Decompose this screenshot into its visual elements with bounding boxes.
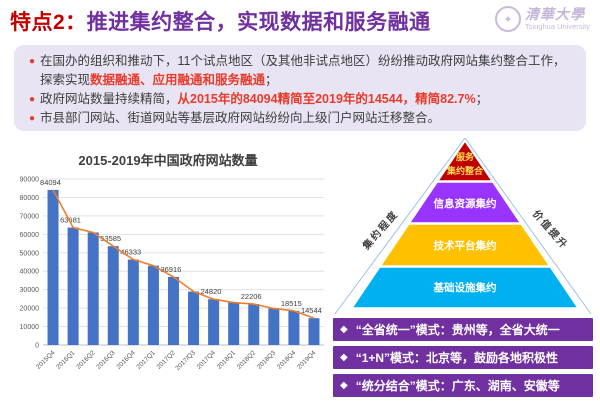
bar	[67, 227, 79, 345]
bullet-text: 在国办的组织和推动下，11个试点地区（及其他非试点地区）纷纷推动政府网站集约整合…	[40, 54, 566, 87]
chart-title: 2015-2019年中国政府网站数量	[78, 153, 258, 168]
pyramid-level-platform	[378, 223, 552, 267]
bar	[308, 318, 320, 345]
bar	[268, 308, 280, 345]
y-tick-label: 60000	[20, 232, 40, 239]
logo-name-en: Tsinghua University	[524, 22, 590, 32]
tsinghua-emblem-icon: ✦	[494, 6, 521, 32]
x-tick-label: 2017Q4	[196, 349, 218, 371]
data-label: 36916	[160, 265, 181, 274]
title-text: 推进集约整合，实现数据和服务融通	[86, 11, 431, 34]
data-label: 84094	[40, 178, 61, 187]
pyramid-edge-lines	[334, 138, 592, 315]
bar	[107, 246, 119, 345]
y-tick-label: 20000	[20, 306, 40, 313]
bar	[288, 310, 300, 345]
x-tick-label: 2017Q1	[135, 349, 157, 371]
y-tick-label: 50000	[20, 250, 40, 257]
pyramid-diagram: 服务 集约整合 信息资源集约 技术平台集约 基础设施集约 集约程度 价值提升	[334, 138, 592, 315]
trend-line	[52, 189, 315, 319]
bar	[228, 302, 240, 345]
mode-item-text: “1+N”模式：北京等，鼓励各地积极性	[355, 351, 559, 365]
mode-list: ◆ “全省统一”模式：贵州等，全省大统一 ◆ “1+N”模式：北京等，鼓励各地积…	[333, 318, 593, 397]
bullet-text: 市县部门网站、街道网站等基层政府网站纷纷向上级门户网站迁移整合。	[40, 110, 441, 125]
bar	[167, 276, 179, 345]
mode-item-combined: ◆ “统分结合”模式：广东、湖南、安徽等	[333, 374, 593, 397]
diamond-bullet-icon: ◆	[340, 324, 348, 335]
header: 特点2：推进集约整合，实现数据和服务融通 ✦ 清華大學 Tsinghua Uni…	[10, 6, 590, 42]
data-label: 63681	[60, 216, 81, 225]
bar	[87, 232, 99, 345]
pyramid-level-service-label-line1: 服务	[456, 151, 475, 162]
data-label: 24820	[201, 287, 222, 296]
pyramid-level-service-label-line2: 集约整合	[446, 165, 484, 176]
bar	[47, 189, 59, 345]
x-tick-label: 2018Q3	[256, 349, 278, 371]
bullet-dot-icon: ●	[28, 56, 36, 67]
pyramid-level-infrastructure-label: 基础设施集约	[433, 281, 497, 294]
pyramid-level-information-label: 信息资源集约	[434, 197, 497, 210]
data-label: 53585	[100, 234, 121, 243]
x-tick-label: 2015Q4	[35, 349, 57, 371]
x-tick-label: 2019Q4	[296, 349, 318, 371]
summary-box: ● 在国办的组织和推动下，11个试点地区（及其他非试点地区）纷纷推动政府网站集约…	[14, 45, 586, 131]
mode-item-text: “统分结合”模式：广东、湖南、安徽等	[355, 379, 560, 393]
bullet-dot-icon: ●	[28, 112, 36, 124]
x-tick-label: 2017/Q3	[174, 349, 197, 372]
x-tick-label: 2018Q4	[276, 349, 298, 371]
right-column: 服务 集约整合 信息资源集约 技术平台集约 基础设施集约 集约程度 价值提升 ◆…	[333, 138, 593, 408]
logo-name-zh: 清華大學	[524, 6, 585, 23]
y-tick-label: 10000	[20, 324, 40, 331]
pyramid-level-platform-label: 技术平台集约	[434, 239, 497, 252]
x-tick-label: 2016Q2	[75, 349, 97, 371]
x-tick-label: 2016Q1	[55, 349, 77, 371]
x-tick-label: 2016Q3	[95, 349, 117, 371]
data-label: 14544	[301, 306, 322, 315]
bullet-dot-icon: ●	[28, 93, 36, 105]
y-tick-label: 80000	[20, 195, 40, 202]
list-item: ● 政府网站数量持续精简，从2015年的84094精简至2019年的14544，…	[24, 90, 574, 109]
data-label: 18515	[281, 299, 302, 308]
diamond-bullet-icon: ◆	[340, 352, 348, 363]
bar	[248, 304, 260, 345]
x-tick-label: 2018Q1	[216, 349, 238, 371]
y-tick-label: 30000	[20, 287, 40, 294]
mode-item-1-plus-n: ◆ “1+N”模式：北京等，鼓励各地积极性	[333, 346, 593, 369]
content-area: 2015-2019年中国政府网站数量 0 10000 20000 30000 40000…	[0, 138, 600, 408]
pyramid-level-information	[408, 181, 522, 224]
bar	[188, 291, 200, 345]
mode-item-province-unified: ◆ “全省统一”模式：贵州等，全省大统一	[333, 318, 593, 341]
bar	[147, 265, 159, 345]
y-tick-label: 70000	[20, 213, 40, 220]
bullet-text: 政府网站数量持续精简，从2015年的84094精简至2019年的14544，精简…	[40, 91, 489, 106]
y-tick-label: 40000	[20, 269, 40, 276]
pyramid-level-infrastructure	[350, 266, 580, 309]
y-tick-label: 90000	[20, 177, 40, 184]
mode-item-text: “全省统一”模式：贵州等，全省大统一	[355, 323, 560, 337]
y-tick-label: 0	[35, 343, 39, 350]
title-prefix: 特点2：	[10, 11, 87, 34]
bar	[208, 299, 220, 345]
x-tick-label: 2018Q2	[236, 349, 258, 371]
list-item: ● 在国办的组织和推动下，11个试点地区（及其他非试点地区）纷纷推动政府网站集约…	[24, 52, 574, 90]
bar	[127, 259, 139, 345]
diamond-bullet-icon: ◆	[340, 380, 348, 391]
x-tick-label: 2016Q4	[115, 349, 137, 371]
list-item: ● 市县部门网站、街道网站等基层政府网站纷纷向上级门户网站迁移整合。	[24, 109, 574, 128]
data-label: 22206	[241, 292, 262, 301]
pyramid-level-service	[436, 139, 494, 182]
page-title: 特点2：推进集约整合，实现数据和服务融通	[10, 6, 590, 36]
data-label: 46333	[120, 248, 141, 257]
bar-line-chart: 0 10000 20000 30000 40000 50000 60000 70000 8000…	[20, 177, 324, 372]
chart-card: 2015-2019年中国政府网站数量 0 10000 20000 30000 40000…	[6, 142, 330, 404]
university-logo: ✦ 清華大學 Tsinghua University	[494, 6, 590, 32]
